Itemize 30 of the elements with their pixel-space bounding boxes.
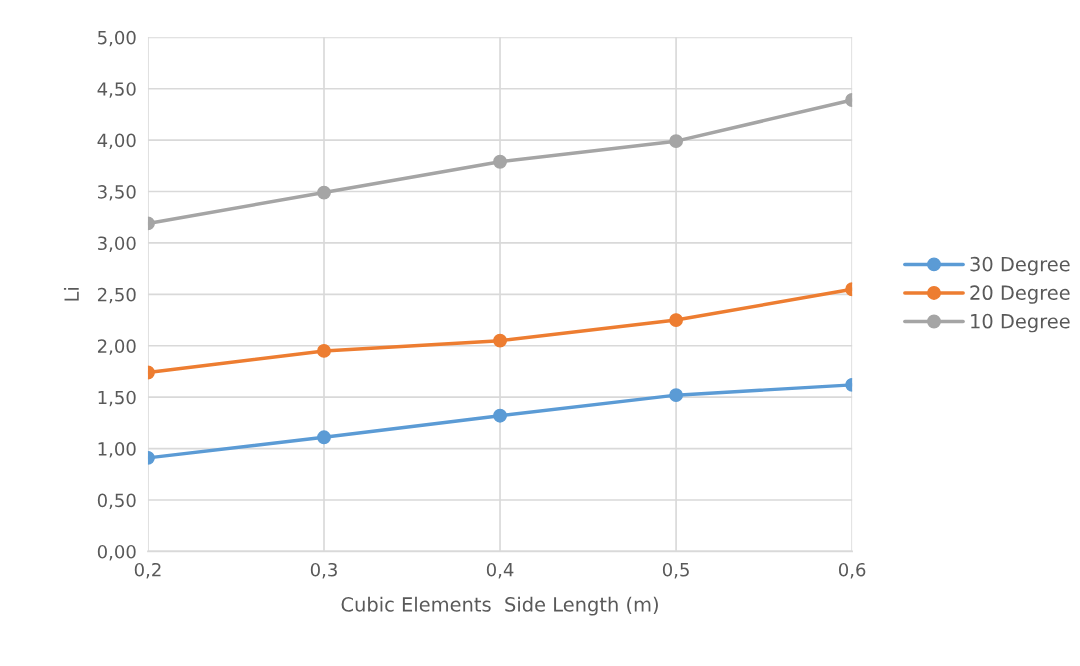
y-tick-label: 4,00 bbox=[97, 133, 136, 150]
x-tick-label: 0,5 bbox=[662, 562, 689, 579]
x-axis-title: Cubic Elements Side Length (m) bbox=[341, 596, 658, 616]
y-tick-label: 3,00 bbox=[98, 236, 136, 252]
y-axis-title: Li bbox=[63, 288, 79, 301]
y-tick-label: 2,00 bbox=[97, 339, 136, 355]
point bbox=[317, 343, 331, 358]
y-tick-label: 0,00 bbox=[97, 544, 136, 561]
y-tick-label: 1,50 bbox=[98, 390, 136, 407]
point bbox=[493, 154, 507, 169]
legend-label: 30 Degree bbox=[970, 256, 1070, 276]
y-tick-label: 2,50 bbox=[97, 287, 136, 304]
y-tick-label: 4,50 bbox=[97, 82, 136, 98]
point bbox=[493, 333, 507, 348]
y-tick-label: 0,50 bbox=[97, 493, 136, 509]
point bbox=[669, 134, 684, 149]
x-tick-label: 0,6 bbox=[838, 562, 866, 579]
point bbox=[669, 313, 684, 328]
x-tick-label: 0,2 bbox=[134, 562, 161, 579]
point bbox=[669, 388, 684, 403]
point bbox=[317, 430, 331, 445]
legend-label: 10 Degree bbox=[971, 313, 1070, 333]
point bbox=[317, 185, 331, 200]
y-tick-label: 1,00 bbox=[98, 442, 136, 458]
y-tick-label: 3,50 bbox=[98, 185, 136, 201]
point bbox=[493, 408, 507, 423]
legend-label: 20 Degree bbox=[970, 285, 1070, 304]
x-tick-label: 0,4 bbox=[486, 562, 514, 579]
y-tick-label: 5,00 bbox=[98, 30, 136, 47]
x-tick-label: 0,3 bbox=[310, 562, 337, 579]
